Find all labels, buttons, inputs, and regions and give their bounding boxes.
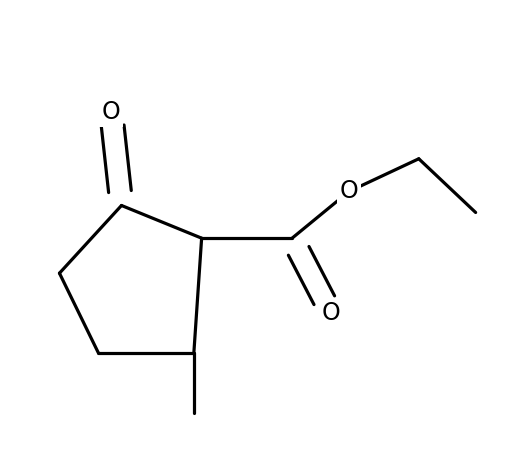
Text: O: O	[340, 179, 358, 204]
Text: O: O	[102, 100, 120, 124]
Text: O: O	[322, 301, 340, 325]
